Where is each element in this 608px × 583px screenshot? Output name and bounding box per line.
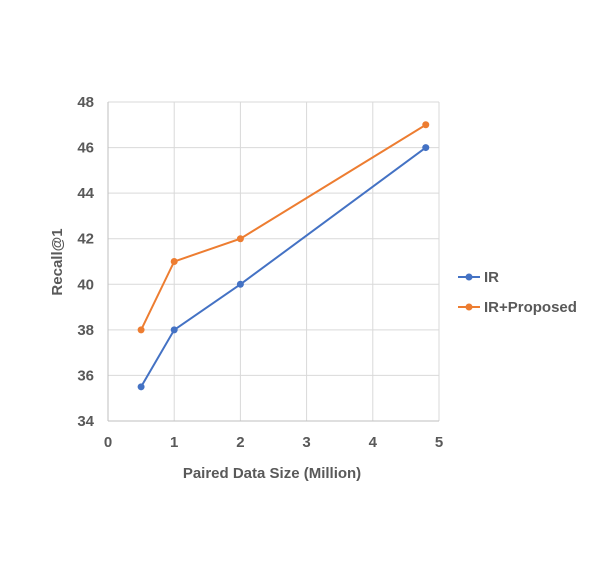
axes [107,102,439,422]
y-tick-label: 38 [77,322,94,339]
y-tick-label: 40 [77,276,94,293]
y-tick-label: 48 [77,94,94,111]
y-tick-label: 44 [77,185,94,202]
legend-marker [465,303,473,311]
x-tick-label: 4 [369,434,378,451]
series [137,121,430,391]
x-tick-label: 3 [302,434,310,451]
data-point [422,121,430,129]
x-axis-title: Paired Data Size (Million) [183,465,361,482]
x-tick-label: 0 [104,434,112,451]
x-tick-label: 2 [236,434,244,451]
data-point [137,383,145,391]
legend-item: IR+Proposed [458,299,577,316]
series-line-ir-proposed [140,123,427,331]
legend-label: IR [484,269,499,286]
legend-label: IR+Proposed [484,299,577,316]
grid [108,101,440,421]
data-point [170,258,178,265]
data-point [137,326,145,334]
y-tick-labels: 34 36 38 40 42 44 46 48 [77,94,94,430]
y-tick-label: 46 [77,140,94,157]
series-line-ir [140,146,427,388]
x-tick-labels: 0 1 2 3 4 5 [104,434,443,451]
data-point [170,326,178,334]
y-tick-label: 34 [77,413,94,430]
data-point [422,144,430,152]
legend: IR IR+Proposed [458,269,577,316]
data-point [236,235,244,243]
legend-item: IR [458,269,499,286]
x-tick-label: 1 [170,434,178,451]
x-tick-label: 5 [435,434,443,451]
legend-marker [465,273,473,281]
data-point [236,280,244,288]
y-tick-label: 36 [77,367,94,384]
y-axis-title: Recall@1 [49,228,66,295]
y-tick-label: 42 [77,231,94,248]
